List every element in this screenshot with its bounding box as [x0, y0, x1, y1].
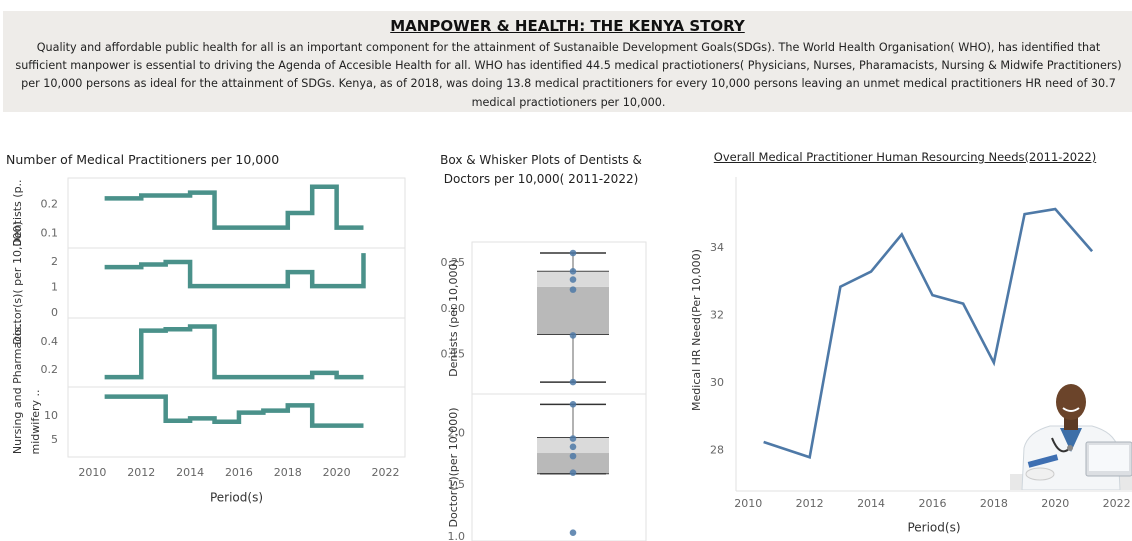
y-tick-label: 5 [51, 433, 58, 446]
data-point [569, 452, 577, 460]
y-tick-label: 1 [51, 280, 58, 293]
y-tick-label: 0.15 [441, 348, 466, 361]
y-tick-label: 0.2 [41, 363, 59, 376]
dashboard-header: MANPOWER & HEALTH: THE KENYA STORY Quali… [3, 11, 1132, 112]
y-tick-label: 1.5 [448, 478, 466, 491]
y-tick-label: 30 [710, 376, 724, 389]
x-tick-label: 2016 [918, 497, 946, 510]
y-axis-label: Doctor(s)(per 10,000) [447, 408, 460, 528]
data-point [569, 249, 577, 257]
y-tick-label: 28 [710, 443, 724, 456]
x-axis-label: Period(s) [210, 491, 263, 505]
x-tick-label: 2016 [225, 466, 253, 479]
data-point [569, 276, 577, 283]
data-point [569, 286, 577, 293]
hr-needs-chart-title: Overall Medical Practitioner Human Resou… [713, 150, 1097, 164]
box-lower [537, 286, 609, 335]
x-tick-label: 2014 [857, 497, 885, 510]
hr-need-series-line [763, 207, 1094, 459]
x-tick-label: 2022 [371, 466, 399, 479]
y-axis-label: Nursing and Pharmacis.. [11, 320, 24, 454]
y-tick-label: 2.0 [448, 426, 466, 439]
x-tick-label: 2014 [176, 466, 204, 479]
data-point [569, 332, 577, 339]
x-tick-label: 2022 [1103, 497, 1131, 510]
data-point [569, 435, 577, 442]
dashboard-title: MANPOWER & HEALTH: THE KENYA STORY [390, 17, 745, 35]
panel-frame [67, 386, 406, 458]
step-series-line [104, 184, 364, 230]
y-tick-label: 0.2 [41, 197, 59, 210]
step-series-line [104, 253, 366, 289]
data-point [569, 469, 577, 476]
practitioners-chart-title: Number of Medical Practitioners per 10,0… [6, 152, 280, 167]
x-tick-label: 2018 [980, 497, 1008, 510]
y-tick-label: 2 [51, 255, 58, 268]
x-tick-label: 2020 [1041, 497, 1069, 510]
box-lower [537, 453, 609, 474]
step-series-line [104, 394, 364, 428]
y-tick-label: 1.0 [448, 530, 466, 541]
y-tick-label: 0.1 [41, 226, 59, 239]
y-axis-label: Dentists (per 10,000) [447, 259, 460, 377]
box-plot-title: Box & Whisker Plots of Dentists & Doctor… [440, 153, 642, 186]
y-tick-label: 0.20 [441, 302, 466, 315]
y-tick-label: 10 [44, 409, 58, 422]
data-point [569, 529, 577, 537]
x-tick-label: 2020 [323, 466, 351, 479]
y-axis-label: Dentists (p.. [11, 179, 24, 246]
dashboard-description: Quality and affordable public health for… [15, 41, 1122, 109]
x-tick-label: 2010 [78, 466, 106, 479]
y-tick-label: 0 [51, 306, 58, 319]
y-tick-label: 0.4 [41, 335, 59, 348]
x-tick-label: 2018 [274, 466, 302, 479]
panel-frame [471, 393, 647, 541]
y-axis-label: Medical HR Need(Per 10,000) [690, 249, 703, 411]
y-tick-label: 34 [710, 241, 724, 254]
y-tick-label: 32 [710, 308, 724, 321]
data-point [569, 443, 577, 451]
data-point [569, 401, 577, 408]
y-tick-label: 0.25 [441, 256, 466, 269]
practitioners-step-chart: 0.1 0.2 0 1 2 0.2 0.4 5 10 Dentists (p..Doctor(s)… [11, 177, 406, 505]
x-tick-label: 2012 [796, 497, 824, 510]
data-point [569, 378, 577, 386]
y-axis-label: midwifery .. [29, 390, 42, 455]
doctor-photo [1010, 384, 1132, 490]
y-axis-label: Doctor(s)( per 10,000) [11, 221, 24, 344]
step-series-line [104, 324, 364, 380]
x-tick-label: 2010 [734, 497, 762, 510]
x-tick-label: 2012 [127, 466, 155, 479]
x-axis-label: Period(s) [907, 521, 960, 535]
data-point [569, 268, 577, 275]
